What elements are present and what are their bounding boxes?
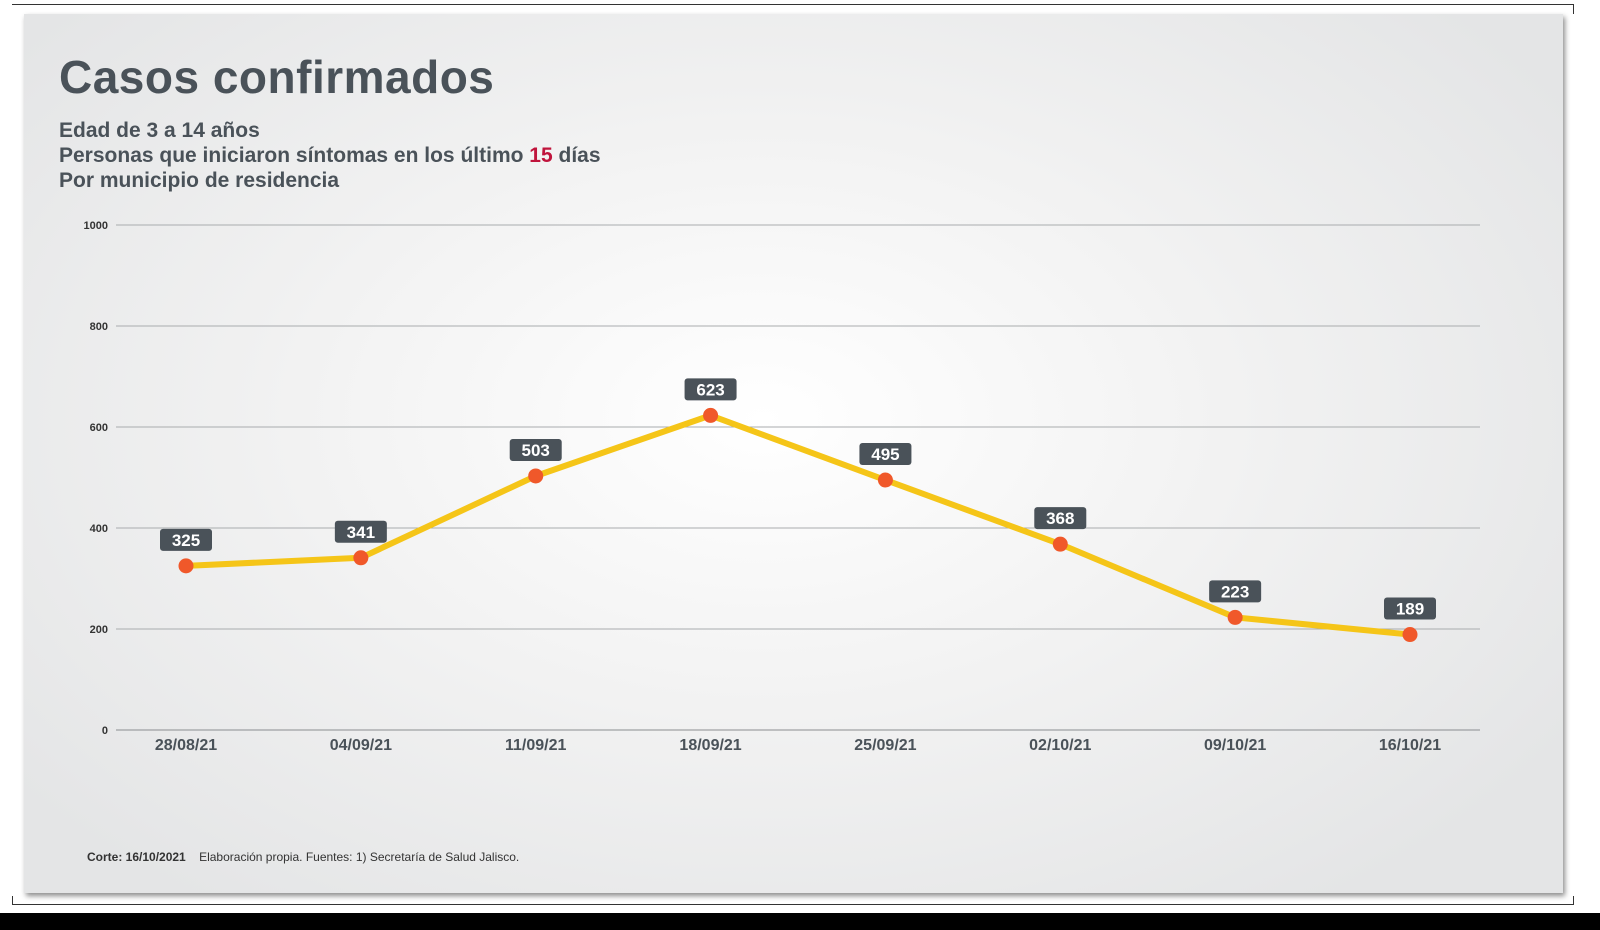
data-point [1052, 536, 1068, 552]
data-point [1402, 627, 1418, 643]
frame-right-tick [1573, 4, 1574, 14]
data-label: 189 [1396, 600, 1424, 619]
y-tick-label: 1000 [84, 220, 108, 232]
subtitle-age: Edad de 3 a 14 años [59, 119, 260, 142]
y-tick-label: 600 [90, 422, 108, 434]
data-label: 503 [522, 441, 550, 460]
frame-left-tick [12, 896, 13, 905]
x-tick-label: 16/10/21 [1379, 737, 1441, 754]
data-label: 495 [871, 445, 899, 464]
data-point [528, 468, 544, 484]
subtitle-period-suffix: días [558, 144, 601, 167]
data-label-bg [1384, 597, 1436, 620]
y-tick-label: 0 [102, 725, 108, 737]
data-label: 368 [1046, 509, 1074, 528]
frame-top-line [12, 4, 1574, 5]
data-label: 341 [347, 523, 375, 542]
x-tick-label: 02/10/21 [1029, 737, 1091, 754]
chart-card: Casos confirmados Edad de 3 a 14 años Pe… [24, 14, 1563, 893]
data-point [1227, 609, 1243, 625]
subtitle-period-days: 15 [529, 144, 553, 167]
subtitle-municipality: Por municipio de residencia [59, 169, 340, 192]
bottom-bar [0, 913, 1600, 930]
footer-source: Elaboración propia. Fuentes: 1) Secretar… [199, 850, 520, 864]
frame-right-tick-bottom [1573, 896, 1574, 905]
frame-bottom-line [12, 904, 1574, 905]
series-line [183, 412, 1413, 638]
data-label-bg [1034, 507, 1087, 530]
x-tick-label: 09/10/21 [1204, 737, 1266, 754]
y-tick-label: 800 [90, 321, 108, 333]
data-label: 325 [172, 531, 200, 550]
x-tick-label: 25/09/21 [854, 737, 916, 754]
y-tick-label: 200 [90, 624, 108, 636]
line-chart: 0 200 400 600 800 1000 28/08/21 04/09/21 11/09/2… [84, 220, 1480, 754]
data-point [703, 407, 719, 423]
y-tick-label: 400 [90, 523, 108, 535]
data-label-bg [160, 528, 212, 551]
x-tick-label: 18/09/21 [679, 737, 741, 754]
x-tick-label: 28/08/21 [155, 737, 217, 754]
x-tick-label: 11/09/21 [505, 737, 567, 754]
data-label-bg [334, 520, 387, 543]
data-point [178, 558, 194, 574]
data-label-bg [509, 438, 562, 461]
data-point [877, 472, 893, 488]
data-label: 623 [696, 380, 724, 399]
data-point [353, 550, 369, 566]
page-title: Casos confirmados [59, 51, 495, 103]
data-label-bg [684, 378, 737, 401]
x-tick-label: 04/09/21 [330, 737, 392, 754]
data-label: 223 [1221, 582, 1249, 601]
footer: Corte: 16/10/2021 Elaboración propia. Fu… [87, 850, 519, 864]
data-label-bg [859, 443, 912, 466]
footer-cutoff: Corte: 16/10/2021 [87, 850, 186, 864]
subtitle-period: Personas que iniciaron síntomas en los ú… [59, 144, 601, 168]
subtitle-period-prefix: Personas que iniciaron síntomas en los ú… [59, 144, 524, 167]
data-label-bg [1209, 580, 1262, 603]
